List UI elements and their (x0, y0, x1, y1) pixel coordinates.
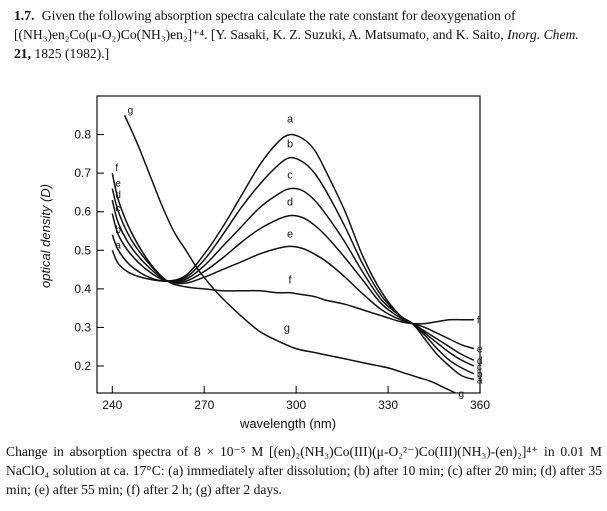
x-tick-label-330: 330 (378, 398, 398, 412)
y-tick-label-0.7: 0.7 (74, 166, 91, 180)
series-label-peak-d: d (287, 197, 293, 209)
chart-axes: 240 270 300 330 360 0.2 0.3 0.4 0.5 0.6 0.7 0.8 (74, 95, 490, 412)
problem-statement: 1.7. Given the following absorption spec… (14, 6, 599, 63)
series-label-peak-b: b (287, 139, 293, 151)
series-label-peak-f: f (289, 275, 293, 287)
series-label-peak-e: e (287, 228, 293, 240)
series-label-right-c: c (477, 362, 482, 373)
problem-number: 1.7. (14, 8, 35, 23)
series-label-left-a: a (115, 240, 121, 251)
problem-intro: Given the following absorption spectra c… (14, 8, 516, 42)
series-label-right-b: b (477, 370, 483, 381)
y-tick-label-0.4: 0.4 (74, 282, 91, 296)
y-tick-label-0.5: 0.5 (74, 243, 91, 257)
series-line-e (111, 188, 475, 350)
x-tick-label-240: 240 (102, 398, 122, 412)
series-label-right-e: e (477, 345, 483, 356)
series-label-peak-a: a (287, 114, 294, 126)
series-label-left-e: e (115, 179, 121, 190)
x-tick-label-300: 300 (286, 398, 306, 412)
citation-prefix: [Y. Sasaki, K. Z. Suzuki, A. Matsumato, … (210, 27, 504, 42)
chart-series (111, 114, 475, 394)
citation-suffix: 1825 (1982).] (34, 46, 110, 61)
series-label-left-f: f (115, 163, 118, 174)
series-label-left-g: g (128, 105, 134, 116)
absorption-spectra-chart: 240 270 300 330 360 0.2 0.3 0.4 0.5 0.6 0.7 0.8 a a a… (38, 95, 490, 431)
x-axis-label: wavelength (nm) (239, 416, 336, 431)
figure-caption: Change in absorption spectra of 8 × 10⁻⁵… (6, 444, 602, 497)
y-tick-label-0.6: 0.6 (74, 205, 91, 219)
series-label-mid-g: g (284, 322, 290, 334)
series-label-right-a: a (477, 376, 483, 387)
series-label-right-d: d (477, 356, 483, 367)
x-tick-label-270: 270 (194, 398, 214, 412)
y-tick-label-0.3: 0.3 (74, 320, 91, 334)
series-line-f (111, 172, 474, 325)
series-label-peak-c: c (287, 170, 293, 182)
citation-volume: 21, (14, 46, 31, 61)
series-label-right-g: g (458, 389, 464, 400)
citation-journal: Inorg. Chem. (507, 27, 579, 42)
series-label-left-b: b (115, 225, 121, 236)
y-tick-label-0.2: 0.2 (74, 359, 91, 373)
x-tick-label-360: 360 (470, 398, 490, 412)
y-tick-label-0.8: 0.8 (74, 128, 91, 142)
y-axis-label: optical density (D) (38, 184, 53, 288)
series-label-left-c: c (115, 204, 120, 215)
series-line-a (111, 133, 475, 381)
series-line-g (123, 114, 456, 394)
series-label-right-f: f (477, 316, 480, 327)
series-line-b (111, 156, 475, 375)
plot-frame (96, 95, 481, 394)
series-label-left-d: d (115, 190, 121, 201)
